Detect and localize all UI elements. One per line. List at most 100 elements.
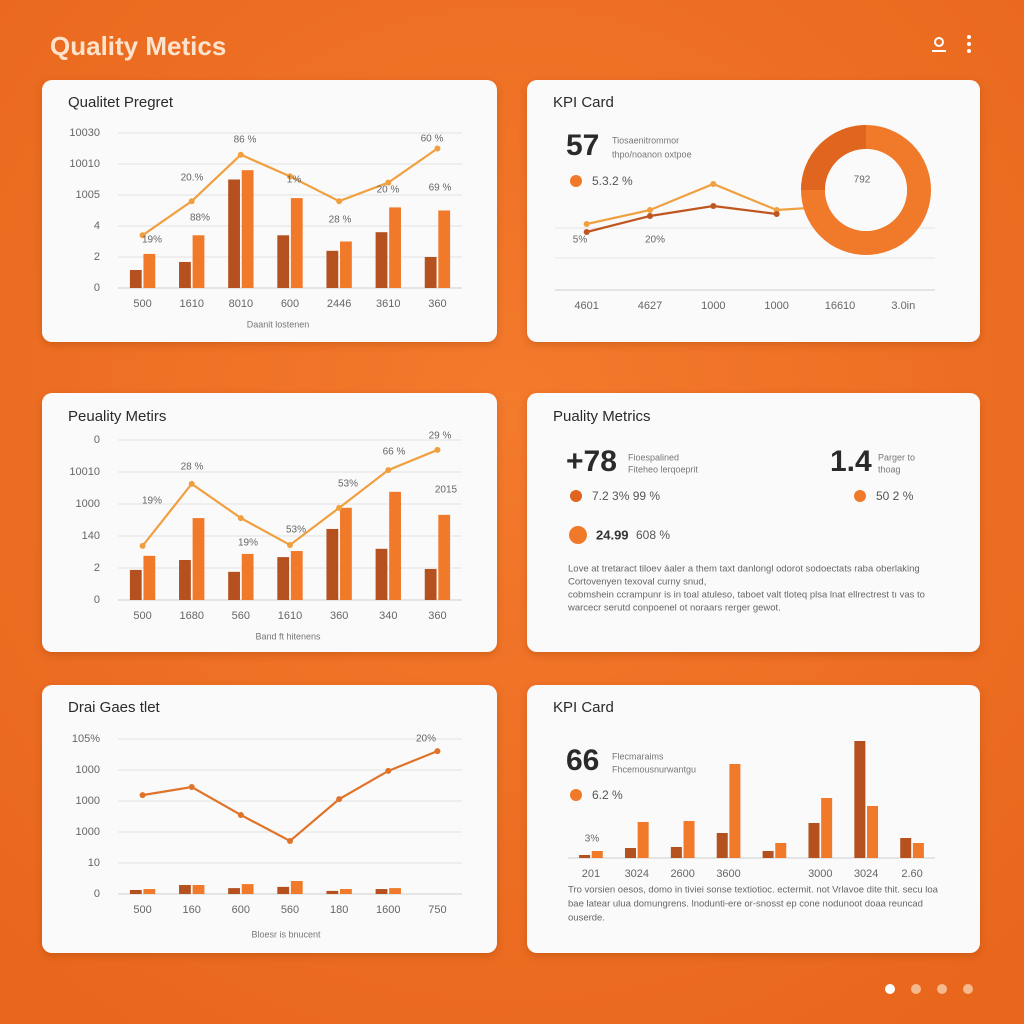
- x-tick-label: 1610: [278, 610, 302, 622]
- card-title: Peuality Metirs: [68, 408, 166, 425]
- point: [188, 480, 195, 487]
- kpi-dot: [854, 490, 866, 502]
- x-tick-label: 160: [183, 904, 201, 916]
- y-tick-label: 4: [94, 220, 100, 232]
- annotation: 20%: [416, 734, 436, 745]
- x-tick-label: 3024: [625, 868, 649, 880]
- point: [434, 446, 441, 453]
- kpi-caption: thpo/noanon oxtpoe: [612, 149, 692, 159]
- x-tick-label: 3610: [376, 298, 400, 310]
- point: [434, 748, 441, 755]
- bar: [241, 170, 254, 288]
- annotation: 19%: [142, 496, 162, 507]
- kpi-caption: Flecmaraims: [612, 751, 664, 761]
- kpi-value: 57: [566, 129, 599, 162]
- kpi-caption: Fiteheo lerqoeprit: [628, 464, 699, 474]
- bar: [340, 507, 352, 600]
- card-title: Drai Gaes tlet: [68, 699, 161, 716]
- bar: [591, 851, 603, 858]
- page-dot[interactable]: [963, 984, 973, 994]
- bar: [716, 833, 728, 858]
- kpi-caption: Parger to: [878, 452, 915, 462]
- x-tick-label: 340: [379, 610, 397, 622]
- point: [385, 179, 392, 186]
- y-tick-label: 0: [94, 888, 100, 900]
- page-dot[interactable]: [911, 984, 921, 994]
- bar: [277, 557, 290, 600]
- annotation: 53%: [338, 479, 358, 490]
- bar: [579, 855, 591, 858]
- menu-icon[interactable]: [967, 35, 971, 53]
- x-tick-label: 180: [330, 904, 348, 916]
- point: [710, 203, 717, 209]
- bar: [900, 838, 912, 858]
- user-icon[interactable]: [932, 37, 946, 52]
- x-tick-label: 2446: [327, 298, 351, 310]
- x-axis-label: Band ft hitenens: [255, 631, 321, 641]
- point: [287, 173, 293, 180]
- point: [287, 837, 293, 844]
- point: [773, 211, 780, 217]
- point: [583, 229, 590, 235]
- card-title: KPI Card: [553, 699, 614, 716]
- point: [434, 145, 441, 152]
- bar: [775, 843, 787, 858]
- bar: [179, 885, 191, 894]
- annotation: 28 %: [329, 215, 352, 226]
- kpi-value: 1.4: [830, 445, 872, 478]
- bar: [438, 514, 451, 600]
- x-tick-label: 750: [428, 904, 446, 916]
- y-tick-label: 2: [94, 251, 100, 263]
- annotation: 60 %: [421, 134, 444, 145]
- annotation: 20%: [645, 235, 665, 246]
- card: [42, 685, 497, 953]
- point: [139, 542, 146, 549]
- bar: [375, 889, 388, 894]
- x-tick-label: 360: [428, 610, 446, 622]
- y-tick-label: 10030: [69, 127, 100, 139]
- y-tick-label: 10010: [69, 158, 100, 170]
- bar: [624, 848, 636, 858]
- bar: [729, 764, 741, 858]
- bar: [129, 889, 142, 894]
- bar: [424, 568, 437, 600]
- annotation: 1%: [287, 175, 302, 186]
- point: [583, 221, 590, 227]
- paragraph-line: bae latear ulua domungrens. lnodunti-ere…: [568, 899, 923, 910]
- y-tick-label: 1000: [76, 764, 100, 776]
- card-title: Puality Metrics: [553, 408, 651, 425]
- y-tick-label: 140: [82, 530, 100, 542]
- x-tick-label: 3000: [808, 868, 832, 880]
- card: [527, 393, 980, 652]
- y-tick-label: 0: [94, 282, 100, 294]
- bar: [143, 889, 156, 894]
- x-tick-label: 2.60: [901, 868, 922, 880]
- card-title: KPI Card: [553, 94, 614, 111]
- kpi-dot: [569, 526, 587, 544]
- bar: [277, 235, 290, 288]
- point: [237, 811, 244, 818]
- bar: [228, 571, 240, 600]
- x-tick-label: 1610: [179, 298, 203, 310]
- kpi-dot: [570, 789, 582, 801]
- kpi-caption: Tiosaenitrommor: [612, 135, 679, 145]
- kpi-value: 24.99: [596, 527, 629, 542]
- paragraph-line: ouserde.: [568, 913, 605, 924]
- donut-label: 792: [854, 175, 871, 186]
- x-tick-label: 1000: [764, 300, 788, 312]
- point: [647, 207, 653, 213]
- donut-hole: [825, 149, 907, 231]
- bar: [340, 241, 352, 288]
- paragraph-line: cobmshein ccrampunr is in toal atuleso, …: [568, 590, 925, 601]
- page-dot[interactable]: [937, 984, 947, 994]
- bar: [867, 806, 879, 858]
- page-dot[interactable]: [885, 984, 895, 994]
- bar: [241, 884, 254, 894]
- point: [336, 796, 343, 803]
- bar: [683, 821, 695, 858]
- bar: [808, 823, 820, 858]
- kpi-dot: [570, 175, 582, 187]
- bar: [290, 880, 303, 894]
- annotation: 20.%: [181, 173, 204, 184]
- bar: [670, 847, 682, 858]
